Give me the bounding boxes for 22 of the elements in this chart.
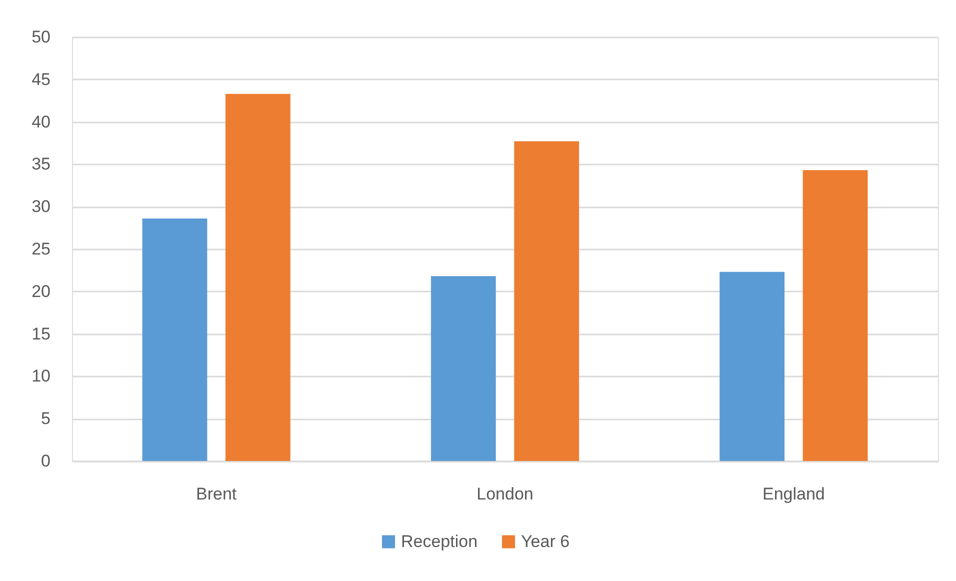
bar xyxy=(430,276,496,461)
legend-label: Year 6 xyxy=(521,532,570,551)
bar xyxy=(225,94,290,461)
x-tick-label: Brent xyxy=(196,484,237,504)
y-tick-label: 0 xyxy=(41,452,50,470)
y-tick-label: 45 xyxy=(32,70,50,89)
y-tick-label: 10 xyxy=(32,366,50,386)
y-tick-label: 20 xyxy=(32,282,50,301)
bar xyxy=(142,218,208,461)
legend-label: Reception xyxy=(401,532,478,551)
y-tick-label: 25 xyxy=(32,240,50,258)
bar xyxy=(514,141,580,461)
bar xyxy=(720,272,785,461)
y-tick-label: 15 xyxy=(32,324,50,344)
bar xyxy=(802,170,868,461)
y-tick-label: 35 xyxy=(32,154,50,174)
y-tick-label: 50 xyxy=(32,28,50,46)
x-tick-label: England xyxy=(762,484,825,504)
y-tick-label: 5 xyxy=(41,409,50,428)
y-tick-label: 30 xyxy=(32,197,50,216)
x-tick-label: London xyxy=(476,484,534,504)
y-tick-label: 40 xyxy=(32,112,50,132)
